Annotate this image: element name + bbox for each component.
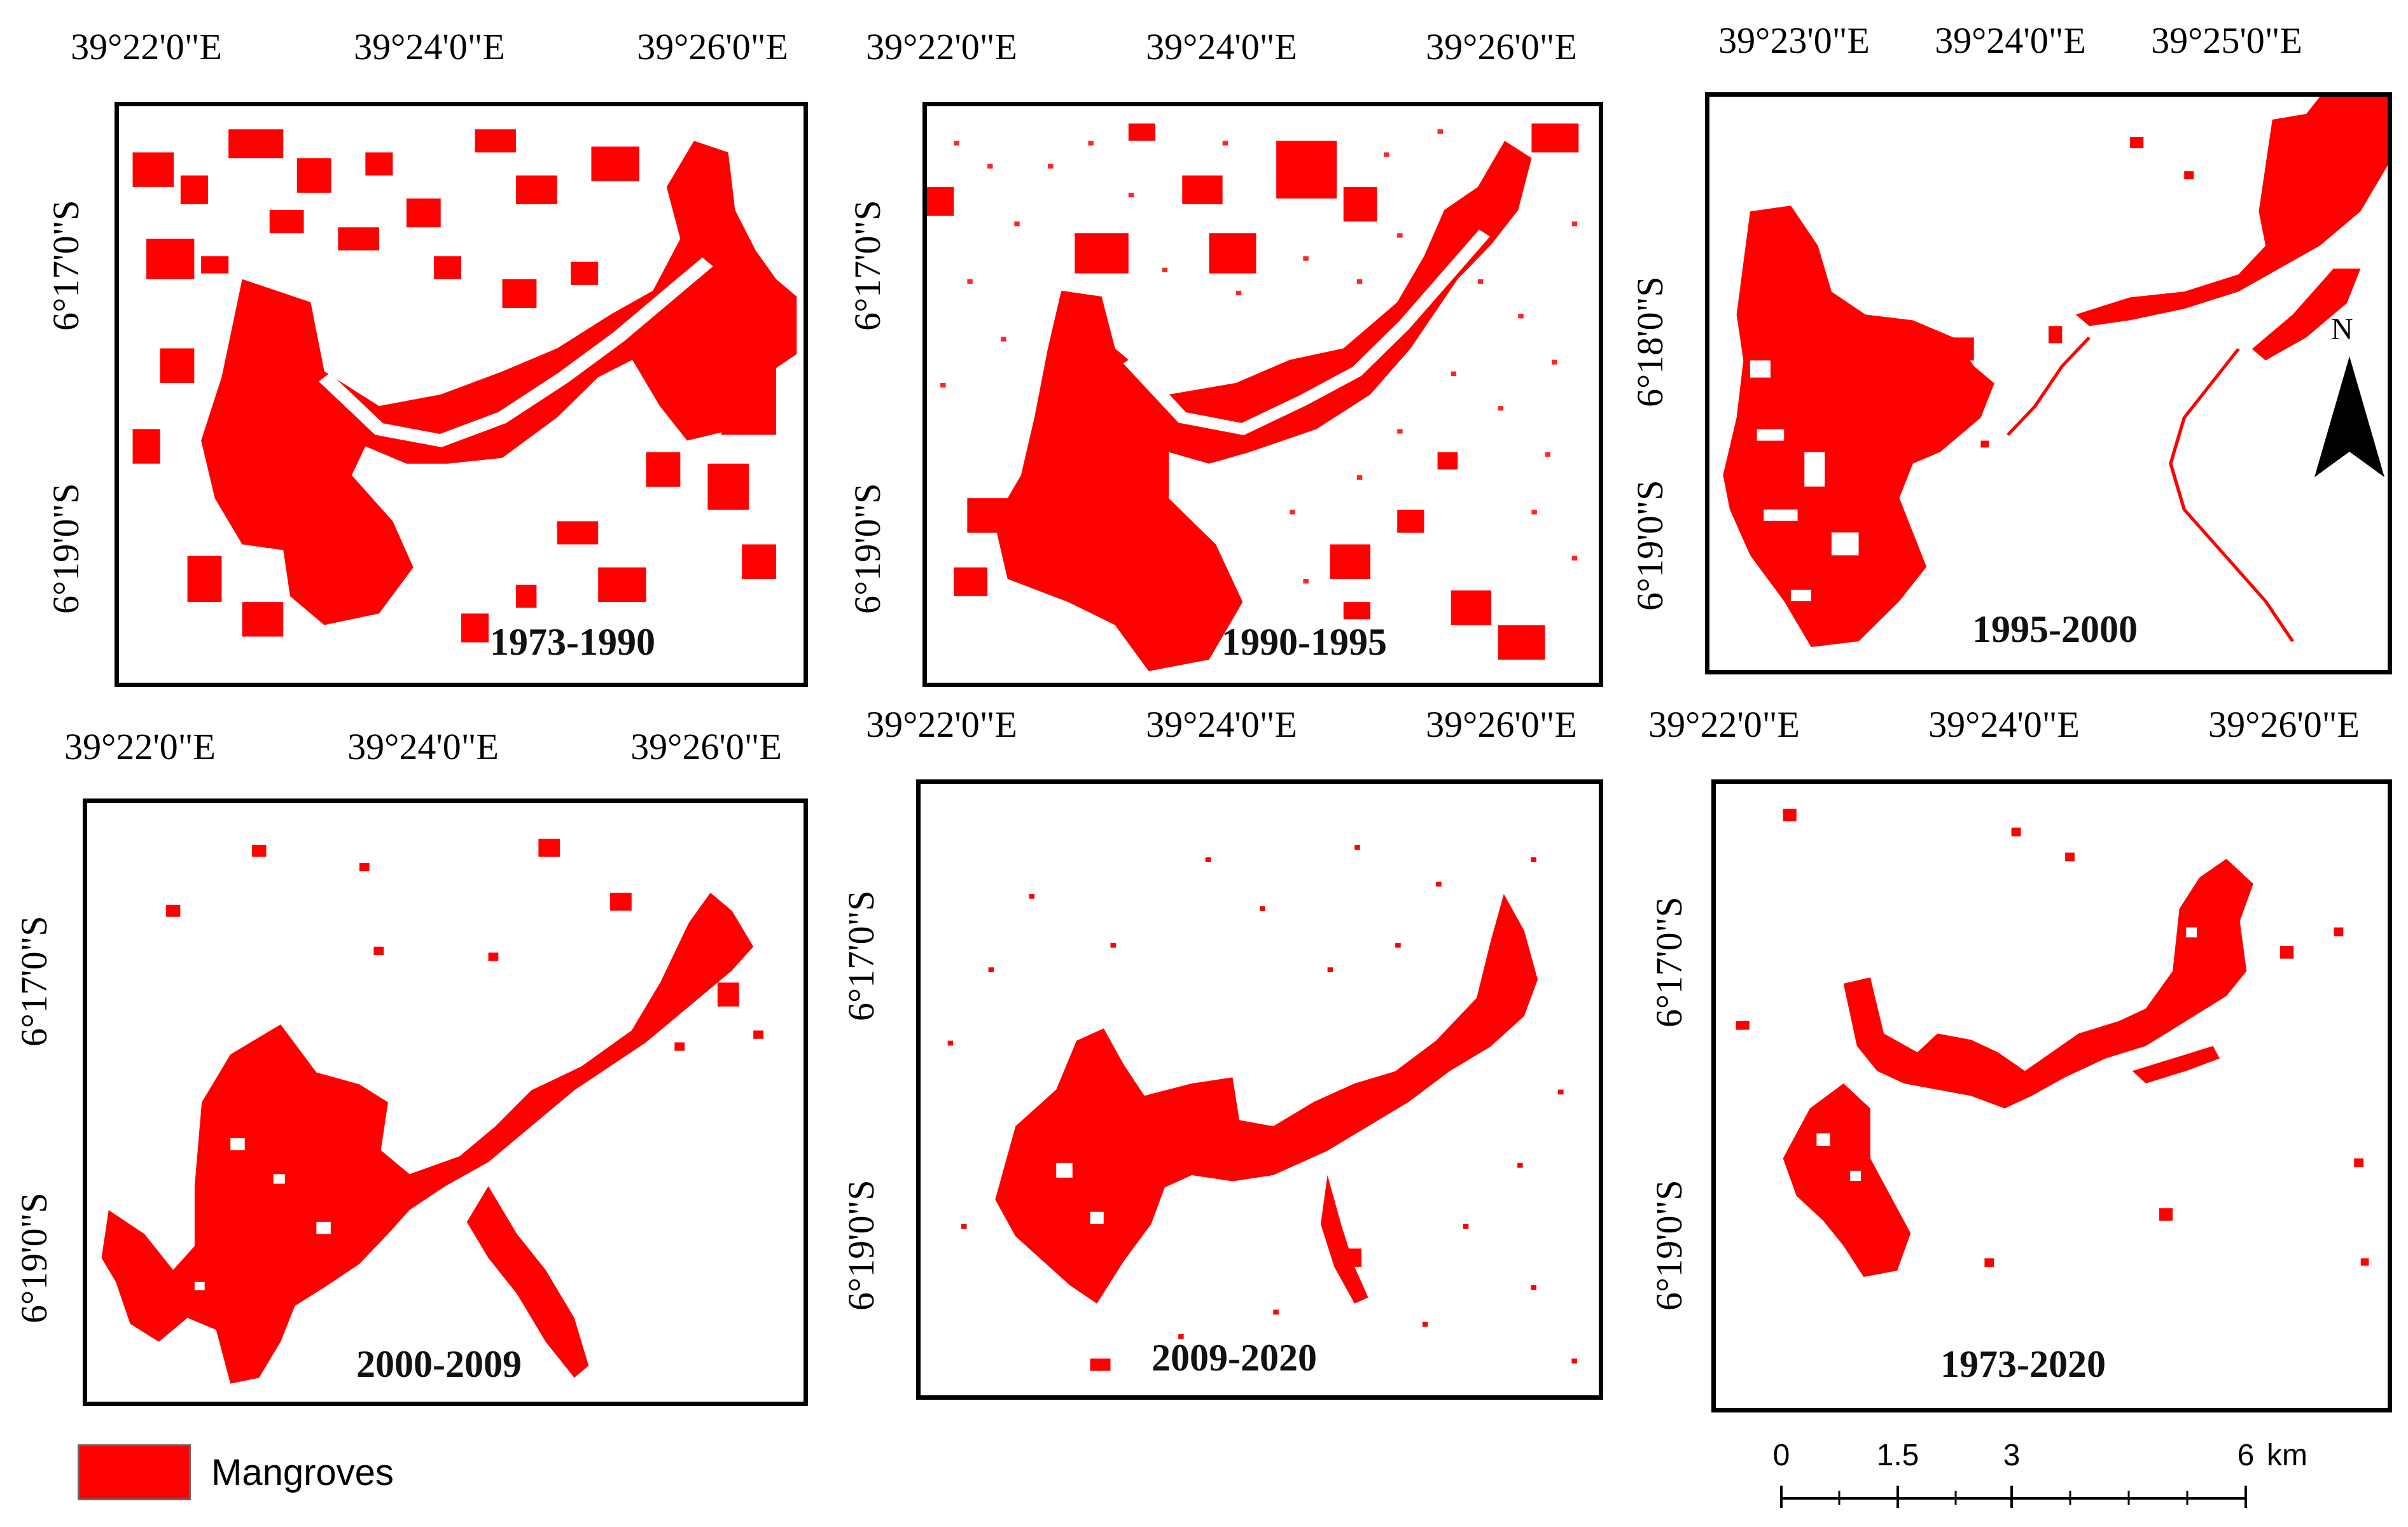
lon-label: 39°24'0"E bbox=[1146, 26, 1297, 67]
lon-label: 39°22'0"E bbox=[1648, 704, 1800, 745]
map-frame bbox=[1705, 92, 2392, 674]
lat-label: 6°17'0"S bbox=[840, 890, 882, 1021]
lon-label: 39°26'0"E bbox=[630, 726, 782, 767]
north-arrow: N bbox=[2314, 312, 2384, 477]
period-label: 1995-2000 bbox=[1972, 608, 2138, 650]
mangrove-map bbox=[132, 129, 797, 643]
lat-label: 6°19'0"S bbox=[847, 483, 888, 614]
scale-label: 3 bbox=[2003, 1439, 2021, 1472]
lon-label: 39°22'0"E bbox=[866, 26, 1017, 67]
lat-label: 6°19'0"S bbox=[13, 1192, 55, 1323]
scale-label: 0 bbox=[1772, 1439, 1790, 1472]
lon-label: 39°22'0"E bbox=[64, 726, 216, 767]
legend-swatch-mangroves bbox=[78, 1444, 191, 1500]
lat-label: 6°19'0"S bbox=[1648, 1180, 1690, 1311]
lon-label: 39°24'0"E bbox=[347, 726, 499, 767]
lon-label: 39°26'0"E bbox=[637, 26, 788, 67]
legend-label: Mangroves bbox=[211, 1451, 394, 1493]
period-label: 2000-2009 bbox=[356, 1343, 522, 1385]
scale-bar-line bbox=[1780, 1486, 2247, 1508]
lat-label: 6°17'0"S bbox=[13, 916, 55, 1047]
map-frame bbox=[83, 798, 808, 1406]
lat-label: 6°17'0"S bbox=[45, 200, 87, 331]
mangrove-map bbox=[927, 123, 1579, 671]
lat-label: 6°17'0"S bbox=[1648, 896, 1690, 1028]
lon-label: 39°26'0"E bbox=[1426, 26, 1577, 67]
lon-label: 39°24'0"E bbox=[1928, 704, 2080, 745]
lat-label: 6°17'0"S bbox=[847, 200, 888, 331]
lon-label: 39°22'0"E bbox=[866, 704, 1017, 745]
lon-label: 39°23'0"E bbox=[1718, 20, 1870, 61]
lon-label: 39°24'0"E bbox=[354, 26, 505, 67]
north-letter: N bbox=[2331, 312, 2353, 346]
lat-label: 6°19'0"S bbox=[45, 483, 87, 614]
lon-label: 39°25'0"E bbox=[2151, 20, 2302, 61]
map-frame bbox=[916, 779, 1603, 1400]
lon-label: 39°26'0"E bbox=[2208, 704, 2360, 745]
scale-label: 6 bbox=[2237, 1439, 2255, 1472]
map-frame bbox=[922, 102, 1603, 687]
period-label: 1990-1995 bbox=[1221, 621, 1387, 663]
period-label: 2009-2020 bbox=[1152, 1337, 1317, 1379]
mangrove-map bbox=[1723, 97, 2388, 647]
lon-label: 39°24'0"E bbox=[1146, 704, 1297, 745]
mangrove-map bbox=[947, 845, 1577, 1371]
lon-label: 39°22'0"E bbox=[71, 26, 222, 67]
lat-label: 6°18'0"S bbox=[1629, 276, 1671, 407]
lon-label: 39°26'0"E bbox=[1426, 704, 1577, 745]
legend: Mangroves bbox=[78, 1444, 394, 1500]
period-label: 1973-2020 bbox=[1940, 1343, 2106, 1385]
scale-bar: 0 1.5 3 6 km bbox=[1772, 1438, 2379, 1514]
scale-label: 1.5 bbox=[1876, 1439, 1919, 1472]
map-frame bbox=[1711, 779, 2392, 1412]
scale-unit: km bbox=[2267, 1439, 2307, 1472]
north-arrow-icon bbox=[2314, 356, 2384, 477]
lon-label: 39°24'0"E bbox=[1935, 20, 2086, 61]
lat-label: 6°19'0"S bbox=[1629, 480, 1671, 611]
period-label: 1973-1990 bbox=[490, 621, 655, 663]
mangrove-map bbox=[101, 839, 763, 1384]
mangrove-map bbox=[1736, 809, 2369, 1277]
lat-label: 6°19'0"S bbox=[840, 1180, 882, 1311]
map-frame bbox=[115, 102, 808, 687]
